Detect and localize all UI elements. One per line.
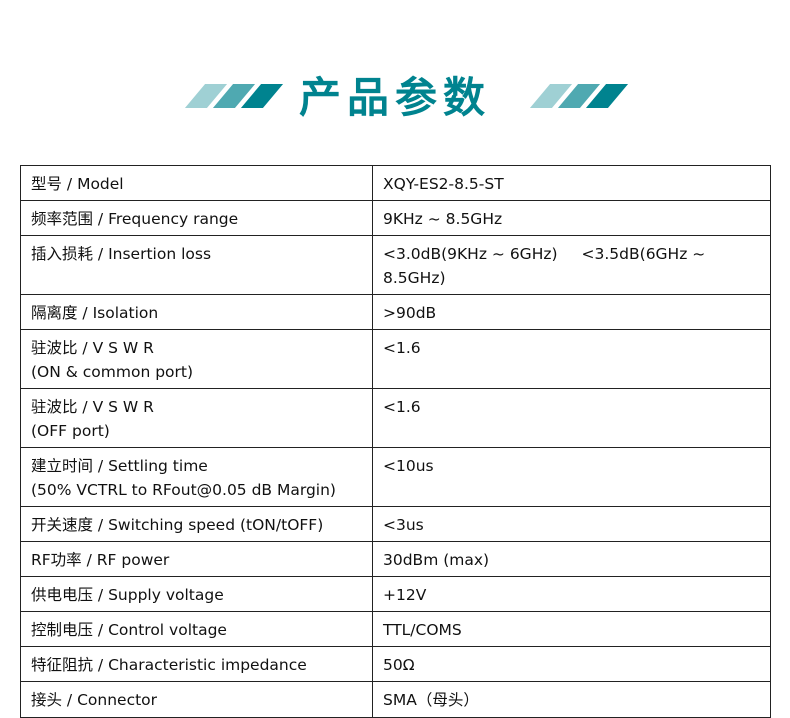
value-text: 30dBm (max): [383, 551, 490, 569]
param-label: 驻波比 / V S W R (OFF port): [20, 388, 373, 448]
value-text: 9KHz ~ 8.5GHz: [383, 210, 503, 228]
value-text: XQY-ES2-8.5-ST: [383, 175, 504, 193]
label-line: 控制电压 / Control voltage: [31, 621, 227, 639]
param-label: 隔离度 / Isolation: [20, 294, 373, 330]
param-label: 驻波比 / V S W R (ON & common port): [20, 329, 373, 389]
label-line: 特征阻抗 / Characteristic impedance: [31, 656, 307, 674]
label-line: 接头 / Connector: [31, 691, 158, 709]
table-row: 隔离度 / Isolation >90dB: [20, 294, 771, 330]
label-line: 插入损耗 / Insertion loss: [31, 245, 212, 263]
param-label: 频率范围 / Frequency range: [20, 200, 373, 236]
label-line: (OFF port): [31, 422, 110, 440]
param-label: 控制电压 / Control voltage: [20, 611, 373, 647]
param-value: <10us: [372, 447, 771, 507]
spec-table: 型号 / Model XQY-ES2-8.5-ST 频率范围 / Frequency…: [20, 165, 771, 718]
value-text: SMA（母头）: [383, 691, 479, 709]
right-stripes-decoration: [529, 84, 629, 108]
table-row: 型号 / Model XQY-ES2-8.5-ST: [20, 165, 771, 201]
value-text: <10us: [383, 457, 434, 475]
table-row: 开关速度 / Switching speed (tON/tOFF) <3us: [20, 506, 771, 542]
param-label: 型号 / Model: [20, 165, 373, 201]
value-text: <1.6: [383, 398, 421, 416]
param-label: 建立时间 / Settling time (50% VCTRL to RFout@…: [20, 447, 373, 507]
table-row: 建立时间 / Settling time (50% VCTRL to RFout@…: [20, 447, 771, 507]
param-value: <3us: [372, 506, 771, 542]
label-line: (ON & common port): [31, 363, 194, 381]
value-text: TTL/COMS: [383, 621, 462, 639]
page-title: 产品参数: [298, 73, 491, 122]
value-text: <3.5dB(6GHz ~ 8.5GHz): [383, 245, 706, 287]
param-value: 30dBm (max): [372, 541, 771, 577]
label-line: 建立时间 / Settling time: [31, 457, 208, 475]
param-value: <3.0dB(9KHz ~ 6GHz) <3.5dB(6GHz ~ 8.5GHz): [372, 235, 771, 295]
label-line: 隔离度 / Isolation: [31, 304, 159, 322]
param-value: 9KHz ~ 8.5GHz: [372, 200, 771, 236]
table-row: 特征阻抗 / Characteristic impedance 50Ω: [20, 646, 771, 682]
table-row: 驻波比 / V S W R (ON & common port) <1.6: [20, 329, 771, 389]
table-row: 插入损耗 / Insertion loss <3.0dB(9KHz ~ 6GHz)…: [20, 235, 771, 295]
label-line: 频率范围 / Frequency range: [31, 210, 239, 228]
label-line: RF功率 / RF power: [31, 551, 170, 569]
param-value: +12V: [372, 576, 771, 612]
param-label: 插入损耗 / Insertion loss: [20, 235, 373, 295]
table-row: 供电电压 / Supply voltage +12V: [20, 576, 771, 612]
label-line: 型号 / Model: [31, 175, 124, 193]
label-line: 开关速度 / Switching speed (tON/tOFF): [31, 516, 324, 534]
label-line: (50% VCTRL to RFout@0.05 dB Margin): [31, 481, 336, 499]
param-value: <1.6: [372, 388, 771, 448]
param-value: TTL/COMS: [372, 611, 771, 647]
param-label: 特征阻抗 / Characteristic impedance: [20, 646, 373, 682]
param-value: <1.6: [372, 329, 771, 389]
value-text: <3us: [383, 516, 424, 534]
param-label: 供电电压 / Supply voltage: [20, 576, 373, 612]
table-row: 频率范围 / Frequency range 9KHz ~ 8.5GHz: [20, 200, 771, 236]
param-value: >90dB: [372, 294, 771, 330]
label-line: 供电电压 / Supply voltage: [31, 586, 224, 604]
table-row: 控制电压 / Control voltage TTL/COMS: [20, 611, 771, 647]
param-value: XQY-ES2-8.5-ST: [372, 165, 771, 201]
label-line: 驻波比 / V S W R: [31, 398, 154, 416]
param-label: RF功率 / RF power: [20, 541, 373, 577]
value-text: >90dB: [383, 304, 437, 322]
value-text: +12V: [383, 586, 427, 604]
label-line: 驻波比 / V S W R: [31, 339, 154, 357]
value-text: <1.6: [383, 339, 421, 357]
param-value: 50Ω: [372, 646, 771, 682]
section-header: 产品参数: [0, 70, 790, 130]
value-text: 50Ω: [383, 656, 415, 674]
table-row: RF功率 / RF power 30dBm (max): [20, 541, 771, 577]
value-text: <3.0dB(9KHz ~ 6GHz): [383, 245, 558, 263]
table-row: 驻波比 / V S W R (OFF port) <1.6: [20, 388, 771, 448]
param-label: 开关速度 / Switching speed (tON/tOFF): [20, 506, 373, 542]
